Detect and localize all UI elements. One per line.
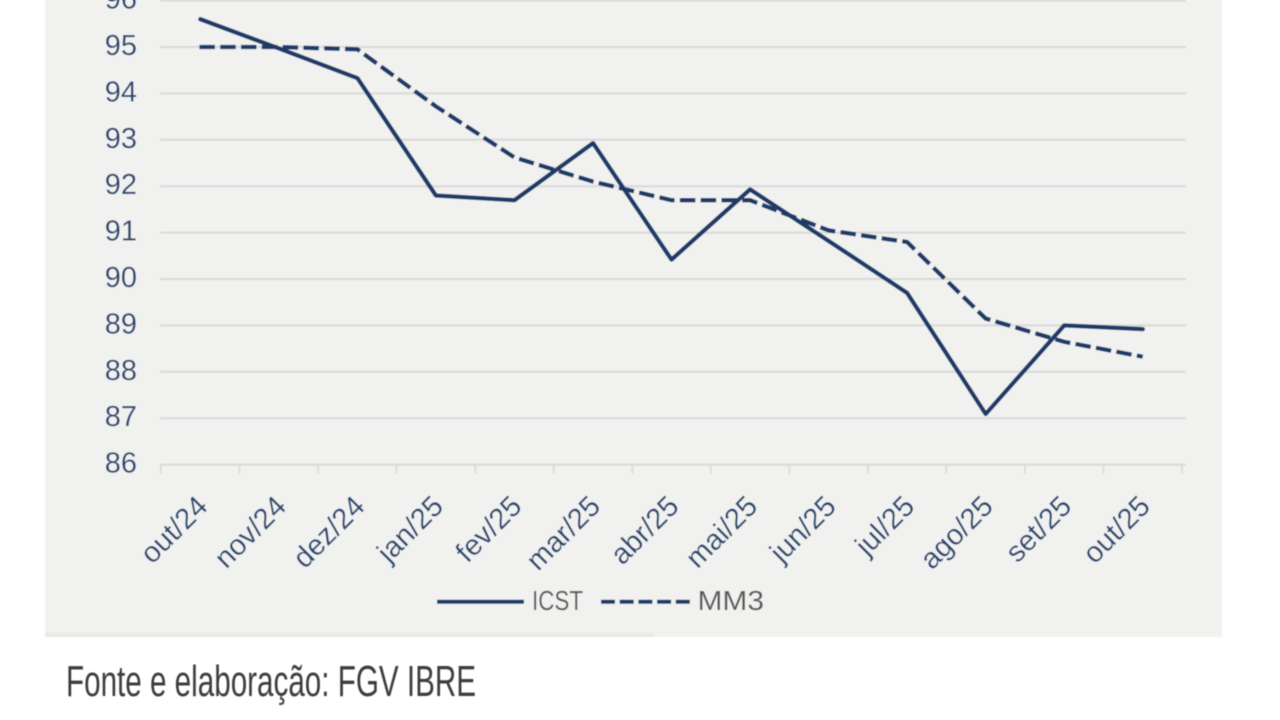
svg-text:95: 95 bbox=[105, 30, 137, 62]
svg-text:92: 92 bbox=[105, 169, 137, 201]
svg-text:90: 90 bbox=[105, 262, 137, 294]
svg-text:91: 91 bbox=[105, 216, 137, 248]
svg-text:93: 93 bbox=[105, 123, 137, 155]
svg-text:MM3: MM3 bbox=[698, 585, 765, 616]
svg-text:ICST: ICST bbox=[532, 585, 583, 616]
svg-text:96: 96 bbox=[105, 0, 137, 16]
svg-text:94: 94 bbox=[105, 76, 137, 108]
svg-text:87: 87 bbox=[105, 401, 137, 433]
svg-text:86: 86 bbox=[105, 448, 137, 480]
svg-text:88: 88 bbox=[105, 355, 137, 387]
svg-text:Fonte e elaboração: FGV IBRE: Fonte e elaboração: FGV IBRE bbox=[66, 657, 476, 706]
svg-text:89: 89 bbox=[105, 308, 137, 340]
